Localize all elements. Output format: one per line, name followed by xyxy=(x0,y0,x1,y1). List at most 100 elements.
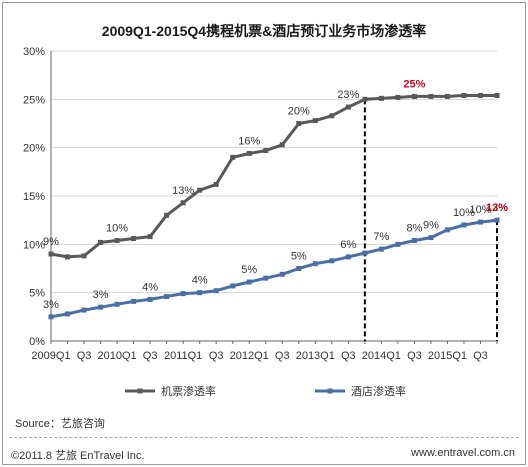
data-point xyxy=(494,92,500,98)
data-point xyxy=(147,296,153,302)
footer-url: www.entravel.com.cn xyxy=(411,447,515,459)
data-point xyxy=(246,279,252,285)
x-tick-label: Q3 xyxy=(341,350,356,362)
data-label: 20% xyxy=(288,106,310,118)
data-point xyxy=(444,93,450,99)
data-point xyxy=(48,314,54,320)
data-point xyxy=(362,96,368,102)
y-tick-label: 25% xyxy=(23,94,45,106)
data-point xyxy=(230,154,236,160)
data-point xyxy=(98,239,104,245)
data-label: 10% xyxy=(469,204,491,216)
data-point xyxy=(378,246,384,252)
data-point xyxy=(411,93,417,99)
data-label: 3% xyxy=(93,289,109,301)
data-point xyxy=(461,222,467,228)
data-point xyxy=(411,237,417,243)
data-point xyxy=(477,92,483,98)
data-label: 8% xyxy=(406,222,422,234)
x-tick-label: 2013Q1 xyxy=(296,350,335,362)
data-point xyxy=(164,212,170,218)
footer-divider xyxy=(9,437,519,438)
data-point xyxy=(345,104,351,110)
data-point xyxy=(296,121,302,126)
data-point xyxy=(263,148,269,154)
x-tick-label: Q3 xyxy=(77,350,92,362)
data-label: 4% xyxy=(192,275,208,287)
guide-lines xyxy=(363,99,498,341)
series-lines xyxy=(50,94,498,319)
data-point xyxy=(428,93,434,99)
footer-copyright: ©2011.8 艺旅 EnTravel Inc. xyxy=(11,450,145,462)
y-tick-label: 5% xyxy=(29,288,45,300)
x-tick-label: 2012Q1 xyxy=(230,350,269,362)
data-point xyxy=(428,235,434,241)
y-tick-label: 10% xyxy=(23,239,45,251)
data-label: 3% xyxy=(43,299,59,311)
data-point xyxy=(65,311,71,317)
data-point xyxy=(65,254,71,260)
data-point xyxy=(378,95,384,101)
data-label: 5% xyxy=(291,251,307,263)
data-point xyxy=(362,250,368,256)
data-point xyxy=(246,150,252,156)
data-point xyxy=(147,234,153,240)
data-label: 9% xyxy=(423,220,439,232)
data-point xyxy=(494,217,500,223)
data-label: 9% xyxy=(43,236,59,248)
data-point xyxy=(114,237,120,243)
data-labels: 9%10%13%16%20%23%25%3%3%4%4%5%5%6%7%8% 9%… xyxy=(43,78,508,310)
series-line-2 xyxy=(50,218,498,319)
data-point xyxy=(395,94,401,100)
y-tick-label: 15% xyxy=(23,191,45,203)
data-point xyxy=(263,275,269,281)
legend-label: 机票渗透率 xyxy=(161,384,216,398)
chart-title: 2009Q1-2015Q4携程机票&酒店预订业务市场渗透率 xyxy=(102,23,426,39)
data-point xyxy=(81,253,87,259)
y-tick-label: 0% xyxy=(29,336,45,348)
data-label: 5% xyxy=(241,264,257,276)
data-point xyxy=(444,227,450,233)
data-label: 13% xyxy=(172,185,194,197)
data-label: 6% xyxy=(340,239,356,251)
legend: 机票渗透率 酒店渗透率 xyxy=(125,384,406,398)
data-point xyxy=(180,291,186,297)
data-label: 23% xyxy=(337,89,359,101)
x-tick-label: 2014Q1 xyxy=(362,350,401,362)
data-label: 10% xyxy=(453,207,475,219)
data-point xyxy=(180,200,186,206)
data-label: 25% xyxy=(403,78,425,90)
y-tick-labels: 0% 5% 10% 15% 20% 25% 30% xyxy=(23,46,45,348)
data-point xyxy=(230,283,236,289)
data-label: 12% xyxy=(486,202,508,214)
data-point xyxy=(114,301,120,307)
data-point xyxy=(131,298,137,304)
data-point xyxy=(81,307,87,313)
data-label: 13% xyxy=(486,202,508,214)
data-point xyxy=(395,241,401,247)
gridlines xyxy=(51,50,497,294)
x-tick-label: 2011Q1 xyxy=(164,350,202,362)
x-tick-label: 2010Q1 xyxy=(97,350,136,362)
data-label: 4% xyxy=(142,281,158,293)
source-text: Source：艺旅咨询 xyxy=(15,418,105,430)
data-point xyxy=(329,113,335,119)
x-tick-label: Q3 xyxy=(473,350,488,362)
data-point xyxy=(197,290,203,296)
data-point xyxy=(345,254,351,260)
data-point xyxy=(477,219,483,225)
data-point xyxy=(197,187,203,193)
axes xyxy=(50,51,498,344)
data-point xyxy=(48,251,54,257)
data-point xyxy=(329,258,335,264)
x-tick-label: Q3 xyxy=(275,350,290,362)
data-point xyxy=(131,236,137,242)
data-label: 16% xyxy=(238,135,260,147)
data-point xyxy=(296,266,302,271)
data-point xyxy=(279,271,285,277)
x-tick-label: Q3 xyxy=(407,350,422,362)
data-label: 7% xyxy=(373,231,389,243)
data-point xyxy=(98,304,104,310)
x-tick-label: Q3 xyxy=(209,350,224,362)
